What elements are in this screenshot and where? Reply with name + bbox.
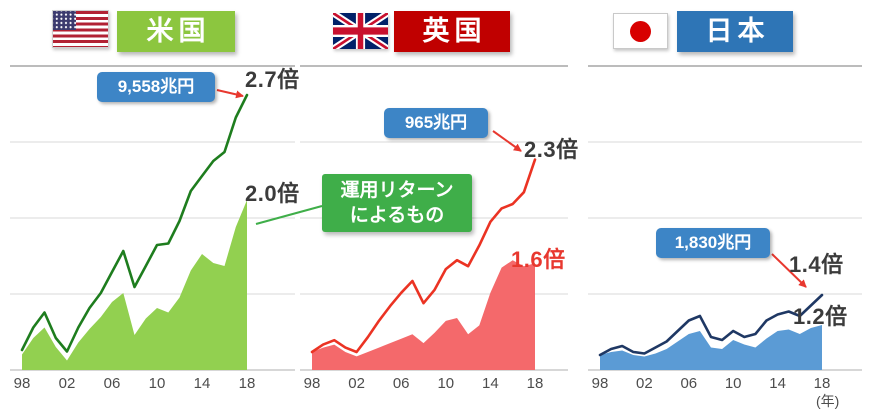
us-value-badge: 9,558兆円 [97, 72, 215, 102]
jp-x-tick-label: 98 [592, 375, 609, 392]
uk-flag-icon [331, 9, 390, 53]
us-value-arrow [216, 89, 244, 99]
us-x-tick-label: 14 [194, 375, 211, 392]
jp-x-tick-label: 06 [680, 375, 697, 392]
uk-x-tick-label: 14 [482, 375, 499, 392]
uk-total-multiplier: 2.3倍 [524, 137, 579, 162]
us-x-tick-label: 18 [239, 375, 256, 392]
us-x-tick-label: 02 [59, 375, 76, 392]
jp-total-multiplier: 1.4倍 [789, 252, 844, 277]
jp-value-arrow [771, 253, 807, 288]
jp-x-tick-label: 10 [725, 375, 742, 392]
x-axis-unit-label: (年) [816, 393, 840, 409]
uk-x-tick-label: 10 [437, 375, 454, 392]
jp-x-tick-label: 02 [636, 375, 653, 392]
us-flag-icon [52, 10, 109, 48]
jp-country-header: 日本 [677, 11, 793, 52]
jp-return-area [600, 325, 822, 370]
uk-return-multiplier: 1.6倍 [511, 247, 566, 272]
uk-x-tick-label: 06 [393, 375, 410, 392]
uk-x-tick-label: 02 [348, 375, 365, 392]
uk-total-line [310, 158, 537, 354]
jp-x-tick-label: 14 [769, 375, 786, 392]
uk-x-tick-label: 98 [304, 375, 321, 392]
jp-flag-sun [630, 20, 651, 42]
us-total-multiplier: 2.7倍 [245, 67, 300, 92]
callout-connector-line [255, 204, 323, 226]
jp-value-badge: 1,830兆円 [656, 228, 770, 258]
return-callout-line2: によるもの [349, 205, 445, 226]
uk-country-header: 英国 [394, 11, 510, 52]
uk-value-arrow [492, 130, 522, 152]
uk-return-area [312, 260, 535, 370]
jp-flag-icon [613, 13, 668, 49]
us-total-line [20, 93, 249, 353]
us-x-tick-label: 98 [14, 375, 31, 392]
us-x-tick-label: 10 [149, 375, 166, 392]
jp-total-line [598, 293, 824, 357]
us-return-multiplier: 2.0倍 [245, 181, 300, 206]
jp-return-multiplier: 1.2倍 [793, 304, 848, 329]
uk-x-tick-label: 18 [527, 375, 544, 392]
us-x-tick-label: 06 [104, 375, 121, 392]
uk-flag-graphic [331, 9, 390, 53]
us-flag-canton [53, 11, 77, 31]
us-return-area [22, 200, 247, 370]
return-callout-line1: 運用リターン [340, 180, 454, 201]
return-callout: 運用リターン によるもの [322, 174, 472, 232]
jp-x-tick-label: 18 [814, 375, 831, 392]
uk-value-badge: 965兆円 [384, 108, 488, 138]
us-country-header: 米国 [117, 11, 235, 52]
